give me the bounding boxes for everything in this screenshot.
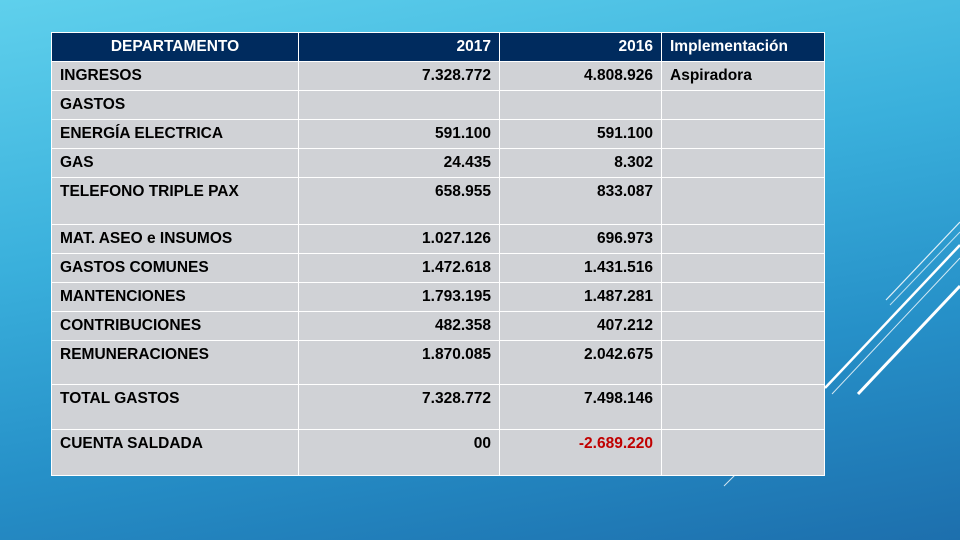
row-implementacion <box>661 311 825 341</box>
row-value-2016: -2.689.220 <box>499 429 662 476</box>
row-label: MANTENCIONES <box>51 282 299 312</box>
table-row: TELEFONO TRIPLE PAX 658.955 833.087 <box>51 177 825 225</box>
header-departamento: DEPARTAMENTO <box>51 32 299 62</box>
row-value-2017: 7.328.772 <box>298 384 500 430</box>
header-2016: 2016 <box>499 32 662 62</box>
deco-line <box>824 244 960 389</box>
table-row: INGRESOS 7.328.772 4.808.926 Aspiradora <box>51 61 825 91</box>
row-label: INGRESOS <box>51 61 299 91</box>
row-label: ENERGÍA ELECTRICA <box>51 119 299 149</box>
row-value-2017: 658.955 <box>298 177 500 225</box>
table-row: GASTOS COMUNES 1.472.618 1.431.516 <box>51 253 825 283</box>
table-row: GAS 24.435 8.302 <box>51 148 825 178</box>
row-implementacion <box>661 148 825 178</box>
row-value-2017: 1.870.085 <box>298 340 500 385</box>
row-value-2016: 8.302 <box>499 148 662 178</box>
row-implementacion <box>661 90 825 120</box>
table-row: ENERGÍA ELECTRICA 591.100 591.100 <box>51 119 825 149</box>
row-label: CUENTA SALDADA <box>51 429 299 476</box>
row-value-2017: 482.358 <box>298 311 500 341</box>
row-value-2017: 1.027.126 <box>298 224 500 254</box>
row-value-2017 <box>298 90 500 120</box>
row-implementacion <box>661 340 825 385</box>
row-implementacion <box>661 119 825 149</box>
row-value-2016: 1.431.516 <box>499 253 662 283</box>
row-value-2017: 7.328.772 <box>298 61 500 91</box>
table-row: TOTAL GASTOS 7.328.772 7.498.146 <box>51 384 825 430</box>
row-implementacion <box>661 224 825 254</box>
row-implementacion <box>661 253 825 283</box>
table-row: MAT. ASEO e INSUMOS 1.027.126 696.973 <box>51 224 825 254</box>
deco-line <box>856 284 960 396</box>
header-2017: 2017 <box>298 32 500 62</box>
row-implementacion <box>661 282 825 312</box>
deco-line <box>831 257 960 395</box>
row-value-2016: 591.100 <box>499 119 662 149</box>
row-value-2016: 2.042.675 <box>499 340 662 385</box>
row-label: CONTRIBUCIONES <box>51 311 299 341</box>
row-value-2016: 833.087 <box>499 177 662 225</box>
row-value-2016 <box>499 90 662 120</box>
financial-table: DEPARTAMENTO 2017 2016 Implementación IN… <box>51 32 825 476</box>
row-value-2016: 7.498.146 <box>499 384 662 430</box>
header-implementacion: Implementación <box>661 32 825 62</box>
row-label: GAS <box>51 148 299 178</box>
row-label: MAT. ASEO e INSUMOS <box>51 224 299 254</box>
table-header-row: DEPARTAMENTO 2017 2016 Implementación <box>51 32 825 62</box>
row-value-2017: 591.100 <box>298 119 500 149</box>
row-label: TELEFONO TRIPLE PAX <box>51 177 299 225</box>
row-implementacion: Aspiradora <box>661 61 825 91</box>
row-value-2016: 407.212 <box>499 311 662 341</box>
table-row: GASTOS <box>51 90 825 120</box>
row-implementacion <box>661 177 825 225</box>
table-row: CONTRIBUCIONES 482.358 407.212 <box>51 311 825 341</box>
row-value-2017: 00 <box>298 429 500 476</box>
row-label: GASTOS COMUNES <box>51 253 299 283</box>
table-row: CUENTA SALDADA 00 -2.689.220 <box>51 429 825 476</box>
row-label: REMUNERACIONES <box>51 340 299 385</box>
table-row: REMUNERACIONES 1.870.085 2.042.675 <box>51 340 825 385</box>
row-implementacion <box>661 384 825 430</box>
table-row: MANTENCIONES 1.793.195 1.487.281 <box>51 282 825 312</box>
deco-line <box>885 221 960 301</box>
row-value-2017: 1.793.195 <box>298 282 500 312</box>
row-value-2016: 1.487.281 <box>499 282 662 312</box>
row-value-2017: 24.435 <box>298 148 500 178</box>
row-label: GASTOS <box>51 90 299 120</box>
row-value-2016: 696.973 <box>499 224 662 254</box>
row-value-2016: 4.808.926 <box>499 61 662 91</box>
row-label: TOTAL GASTOS <box>51 384 299 430</box>
row-implementacion <box>661 429 825 476</box>
deco-line <box>889 231 960 306</box>
row-value-2017: 1.472.618 <box>298 253 500 283</box>
